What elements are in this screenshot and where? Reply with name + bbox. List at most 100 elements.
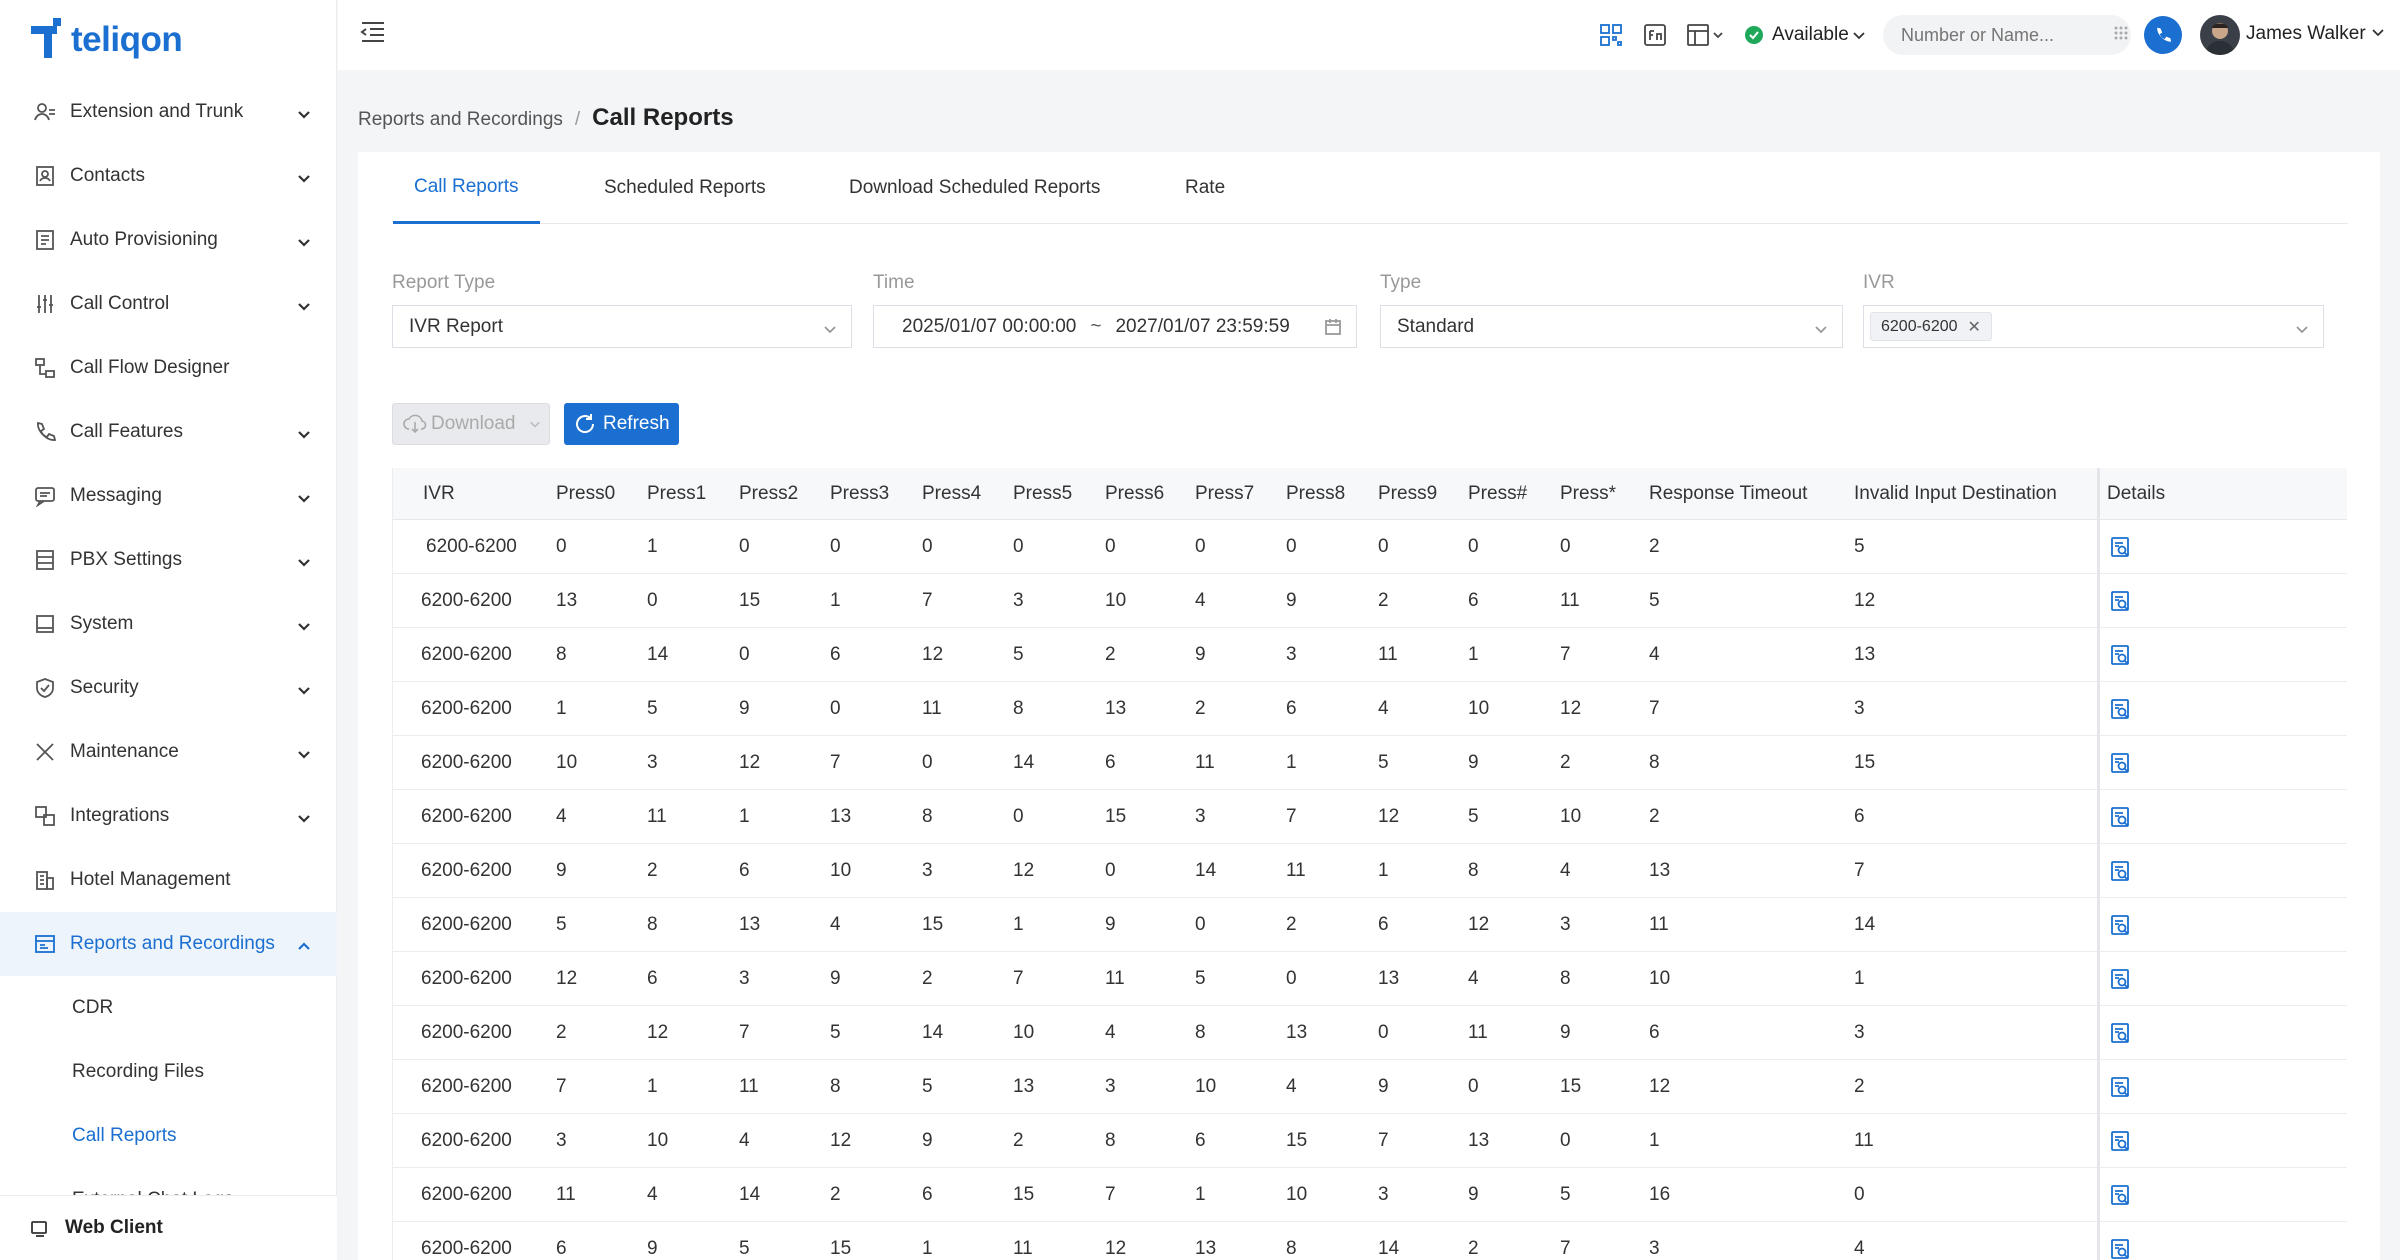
avatar[interactable] (2200, 15, 2240, 55)
refresh-button[interactable]: Refresh (564, 403, 679, 445)
table-cell: 0 (830, 698, 841, 719)
column-header[interactable]: Press6 (1105, 483, 1165, 504)
details-icon[interactable] (2110, 844, 2132, 898)
table-cell: 6 (1649, 1022, 1660, 1043)
table-cell: 7 (1013, 968, 1024, 989)
dial-input[interactable] (1883, 15, 2131, 55)
table-cell: 0 (739, 644, 750, 665)
table-cell: 6 (1195, 1130, 1206, 1151)
sidebar-item-contacts[interactable]: Contacts (0, 144, 337, 208)
sidebar-subitem-call-reports[interactable]: Call Reports (72, 1125, 177, 1146)
details-icon[interactable] (2110, 628, 2132, 682)
column-header[interactable]: Press3 (830, 483, 890, 504)
column-header[interactable]: Details (2107, 483, 2166, 504)
column-header[interactable]: Press0 (556, 483, 616, 504)
details-icon[interactable] (2110, 1114, 2132, 1168)
ivr-select[interactable]: 6200-6200 ✕ (1863, 305, 2324, 348)
table-cell: 10 (1286, 1184, 1308, 1205)
table-cell: 9 (739, 698, 750, 719)
column-header[interactable]: Press8 (1286, 483, 1346, 504)
chevron-down-icon (297, 297, 311, 311)
table-row: 6200-6200 10 3 12 7 0 14 6 11 1 5 9 2 8 15 (393, 736, 2347, 790)
call-button[interactable] (2144, 16, 2182, 54)
table-cell: 15 (1105, 806, 1127, 827)
download-button[interactable]: Download (392, 403, 550, 445)
sidebar-subitem-recording-files[interactable]: Recording Files (72, 1061, 204, 1082)
details-icon[interactable] (2110, 898, 2132, 952)
web-client-button[interactable]: Web Client (0, 1195, 337, 1260)
user-menu[interactable]: James Walker (2246, 23, 2385, 45)
sidebar-item-call-features[interactable]: Call Features (0, 400, 337, 464)
sidebar-item-call-control[interactable]: Call Control (0, 272, 337, 336)
column-header[interactable]: Press1 (647, 483, 707, 504)
menu-collapse-icon[interactable] (360, 20, 386, 44)
column-header[interactable]: Press* (1560, 483, 1616, 504)
type-select[interactable]: Standard (1380, 305, 1843, 348)
sidebar-item-integrations[interactable]: Integrations (0, 784, 337, 848)
table-cell: 11 (647, 806, 667, 827)
table-cell: 5 (1378, 752, 1389, 773)
column-header[interactable]: Invalid Input Destination (1854, 483, 2057, 504)
sidebar-subitem-external-chat-logs[interactable]: External Chat Logs (0, 1168, 337, 1195)
keypad-icon[interactable] (2113, 25, 2129, 41)
column-header[interactable]: Press7 (1195, 483, 1255, 504)
column-header[interactable]: Press# (1468, 483, 1528, 504)
sidebar-item-system[interactable]: System (0, 592, 337, 656)
column-header[interactable]: Press5 (1013, 483, 1073, 504)
ivr-tag-label: 6200-6200 (1881, 317, 1958, 335)
sidebar-item-reports-and-recordings[interactable]: Reports and Recordings (0, 912, 337, 976)
details-icon[interactable] (2110, 952, 2132, 1006)
tab-scheduled-reports[interactable]: Scheduled Reports (604, 177, 766, 198)
tab-rate[interactable]: Rate (1185, 177, 1226, 198)
table-cell: 1 (830, 590, 841, 611)
sidebar-item-extension-and-trunk[interactable]: Extension and Trunk (0, 80, 337, 144)
tab-download-scheduled-reports[interactable]: Download Scheduled Reports (849, 177, 1101, 198)
presence-status[interactable]: Available (1745, 22, 1866, 48)
time-range-picker[interactable]: 2025/01/07 00:00:00 ~ 2027/01/07 23:59:5… (873, 305, 1357, 348)
sidebar-item-auto-provisioning[interactable]: Auto Provisioning (0, 208, 337, 272)
table-cell: 11 (1649, 914, 1669, 935)
function-key-icon[interactable] (1642, 22, 1668, 48)
column-header[interactable]: IVR (423, 483, 455, 504)
tab-bar: Call Reports Scheduled Reports Download … (393, 152, 2348, 224)
sidebar-item-pbx-settings[interactable]: PBX Settings (0, 528, 337, 592)
details-icon[interactable] (2110, 1006, 2132, 1060)
qr-code-icon[interactable] (1598, 22, 1624, 48)
column-header[interactable]: Press9 (1378, 483, 1438, 504)
table-cell: 3 (1378, 1184, 1389, 1205)
column-header[interactable]: Press2 (739, 483, 799, 504)
sidebar-item-security[interactable]: Security (0, 656, 337, 720)
table-cell: 12 (1013, 860, 1035, 881)
sidebar-item-call-flow-designer[interactable]: Call Flow Designer (0, 336, 337, 400)
details-icon[interactable] (2110, 1222, 2132, 1260)
report-type-select[interactable]: IVR Report (392, 305, 852, 348)
breadcrumb-parent[interactable]: Reports and Recordings (358, 109, 563, 130)
fixed-column-divider (2097, 468, 2100, 1260)
column-header[interactable]: Press4 (922, 483, 982, 504)
table-cell: 5 (1468, 806, 1479, 827)
table-cell: 15 (830, 1238, 852, 1259)
column-header[interactable]: Response Timeout (1649, 483, 1808, 504)
table-cell: 6 (647, 968, 658, 989)
sidebar-item-messaging[interactable]: Messaging (0, 464, 337, 528)
details-icon[interactable] (2110, 736, 2132, 790)
tab-call-reports[interactable]: Call Reports (393, 152, 540, 224)
details-icon[interactable] (2110, 1168, 2132, 1222)
sidebar-subitem-cdr[interactable]: CDR (72, 997, 114, 1018)
sidebar-item-hotel-management[interactable]: Hotel Management (0, 848, 337, 912)
sidebar-item-label: Reports and Recordings (70, 933, 275, 954)
close-icon[interactable]: ✕ (1967, 318, 1981, 336)
logo[interactable]: teliqon (29, 18, 183, 62)
sidebar-item-label: Call Control (70, 293, 170, 314)
table-row: 6200-6200 3 10 4 12 9 2 8 6 15 7 13 0 1 11 (393, 1114, 2347, 1168)
table-cell: 1 (1013, 914, 1024, 935)
layout-icon[interactable] (1686, 22, 1726, 48)
details-icon[interactable] (2110, 682, 2132, 736)
details-icon[interactable] (2110, 790, 2132, 844)
table-row: 6200-6200 13 0 15 1 7 3 10 4 9 2 6 11 5 12 (393, 574, 2347, 628)
table-cell: 14 (739, 1184, 761, 1205)
details-icon[interactable] (2110, 1060, 2132, 1114)
details-icon[interactable] (2110, 574, 2132, 628)
details-icon[interactable] (2110, 520, 2132, 574)
sidebar-item-maintenance[interactable]: Maintenance (0, 720, 337, 784)
